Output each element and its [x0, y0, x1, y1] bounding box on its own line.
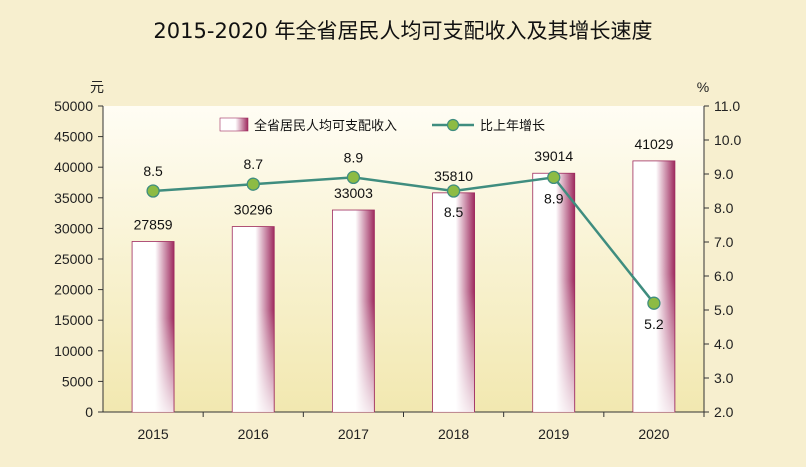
- right-tick-label: 10.0: [714, 132, 741, 148]
- chart-title: 2015-2020 年全省居民人均可支配收入及其增长速度: [153, 19, 653, 43]
- left-tick-label: 35000: [54, 190, 93, 206]
- left-tick-label: 20000: [54, 282, 93, 298]
- axes: 0 5000 10000 15000 20000 25000 30000 35000 40000…: [54, 79, 741, 442]
- income-bar-fade: [533, 280, 575, 412]
- income-bar-fade: [132, 318, 174, 412]
- growth-value-label: 8.7: [244, 156, 264, 172]
- left-tick-label: 15000: [54, 312, 93, 328]
- income-bar-fade: [633, 273, 675, 412]
- growth-point: [547, 170, 561, 185]
- plot-area: [103, 106, 704, 412]
- legend-bar-label: 全省居民人均可支配收入: [254, 118, 397, 134]
- legend-line-label: 比上年增长: [480, 119, 545, 134]
- growth-point: [146, 184, 160, 198]
- left-tick-label: 5000: [62, 373, 93, 389]
- left-tick-label: 0: [85, 404, 93, 420]
- legend: 全省居民人均可支配收入 比上年增长: [219, 117, 545, 134]
- x-tick-label: 2018: [438, 426, 469, 442]
- x-tick-label: 2016: [238, 426, 269, 442]
- bar-value-label: 30296: [234, 202, 273, 218]
- income-bar-fade: [433, 291, 475, 412]
- data-labels: 27859 30296 33003 35810 39014 41029 8.5 8.7 8.9 8…: [134, 136, 674, 332]
- growth-point: [446, 184, 461, 198]
- right-tick-label: 11.0: [714, 98, 740, 114]
- growth-line: [152, 176, 655, 304]
- bar-value-label: 33003: [334, 185, 373, 201]
- right-axis-unit: %: [697, 79, 709, 95]
- right-tick-label: 3.0: [714, 370, 734, 386]
- x-tick-label: 2015: [138, 426, 169, 442]
- x-tick-label: 2017: [338, 426, 369, 442]
- right-tick-label: 6.0: [714, 268, 734, 284]
- bar-series: [131, 160, 676, 413]
- growth-value-label: 8.9: [344, 149, 364, 165]
- right-tick-label: 9.0: [714, 166, 734, 182]
- legend-bar-swatch: [219, 117, 249, 132]
- bar-value-label: 35810: [434, 168, 473, 184]
- right-tick-label: 8.0: [714, 200, 734, 216]
- left-tick-label: 40000: [54, 159, 93, 175]
- bar-value-label: 27859: [134, 217, 173, 233]
- growth-point: [246, 177, 260, 191]
- growth-value-label: 5.2: [644, 316, 664, 332]
- left-tick-label: 30000: [54, 220, 93, 236]
- left-tick-label: 45000: [54, 129, 93, 145]
- right-tick-label: 5.0: [714, 302, 734, 318]
- left-tick-label: 50000: [54, 98, 93, 114]
- income-bar-fade: [332, 300, 374, 412]
- left-tick-label: 25000: [54, 251, 93, 267]
- growth-value-label: 8.9: [544, 190, 564, 206]
- left-tick-label: 10000: [54, 343, 93, 359]
- growth-value-label: 8.5: [143, 163, 163, 179]
- bar-value-label: 39014: [534, 148, 573, 164]
- legend-line-marker: [446, 118, 460, 132]
- growth-value-label: 8.5: [444, 204, 464, 220]
- x-tick-label: 2019: [538, 426, 569, 442]
- bar-value-label: 41029: [634, 136, 673, 152]
- right-tick-label: 2.0: [714, 404, 734, 420]
- right-tick-label: 4.0: [714, 336, 734, 352]
- income-bar-fade: [232, 310, 274, 412]
- x-tick-label: 2020: [638, 426, 669, 442]
- right-tick-label: 7.0: [714, 234, 734, 250]
- growth-point: [647, 296, 661, 310]
- line-series: [146, 170, 661, 310]
- growth-point: [346, 170, 361, 185]
- left-axis-unit: 元: [90, 79, 104, 95]
